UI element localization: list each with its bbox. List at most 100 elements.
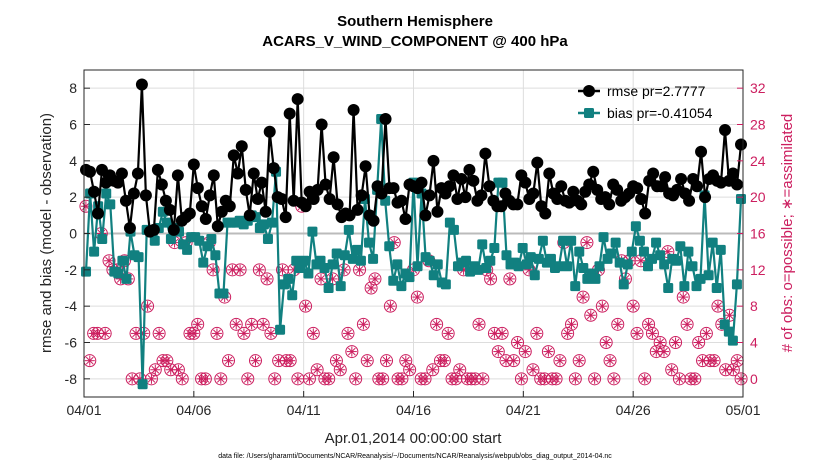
y-tick-label: 0 — [69, 226, 77, 242]
asterisk-stroke — [278, 265, 287, 274]
obs-possible-marker — [680, 317, 694, 331]
obs-possible-marker — [645, 326, 659, 340]
asterisk-stroke — [586, 311, 595, 320]
rmse-point — [191, 182, 204, 195]
asterisk-stroke — [721, 365, 730, 374]
bias-point — [396, 281, 407, 292]
asterisk-stroke — [132, 329, 140, 338]
obs-assimilated-marker — [404, 364, 415, 375]
asterisk-stroke — [398, 374, 406, 383]
obs-possible-marker — [256, 317, 270, 331]
plot-area — [79, 69, 748, 398]
rmse-point — [279, 211, 292, 224]
obs-assimilated-marker — [273, 355, 284, 366]
bias-point — [262, 233, 273, 244]
rmse-point — [699, 191, 712, 204]
rmse-point — [155, 178, 168, 191]
rmse-point — [239, 183, 252, 196]
obs-assimilated-marker — [570, 373, 581, 384]
obs-assimilated-marker — [412, 292, 423, 303]
obs-possible-marker — [669, 336, 683, 349]
asterisk-stroke — [725, 311, 734, 320]
asterisk-stroke — [101, 329, 110, 338]
obs-assimilated-marker — [420, 373, 431, 384]
asterisk-stroke — [475, 320, 483, 329]
rmse-point — [211, 220, 224, 233]
rmse-point — [123, 222, 136, 235]
obs-possible-marker — [653, 336, 667, 349]
bias-point — [622, 259, 633, 270]
bias-point — [210, 250, 221, 261]
rmse-point — [135, 78, 148, 91]
rmse-point — [399, 212, 412, 225]
bias-point — [133, 252, 144, 263]
obs-possible-marker — [584, 308, 598, 322]
bias-point — [149, 235, 160, 246]
asterisk-stroke — [544, 347, 553, 356]
bias-point — [517, 243, 528, 254]
obs-possible-marker — [541, 345, 555, 359]
asterisk-stroke — [679, 293, 688, 301]
asterisk-stroke — [216, 374, 225, 383]
bias-point — [198, 257, 209, 268]
bias-point — [307, 226, 318, 237]
obs-possible-marker — [206, 263, 220, 277]
bias-point — [485, 255, 496, 266]
asterisk-stroke — [571, 374, 580, 383]
obs-possible-marker — [526, 363, 540, 377]
bias-point — [161, 217, 172, 228]
asterisk-stroke — [367, 284, 375, 292]
rmse-point — [443, 180, 456, 193]
rmse-point — [127, 187, 140, 200]
asterisk-stroke — [386, 302, 395, 311]
obs-possible-marker — [329, 354, 343, 368]
asterisk-stroke — [606, 356, 614, 365]
obs-possible-marker — [380, 354, 394, 368]
obs-assimilated-marker — [678, 292, 689, 303]
rmse-point — [431, 205, 444, 218]
asterisk-stroke — [694, 338, 703, 347]
bias-point — [513, 261, 524, 272]
bias-point — [655, 250, 666, 261]
rmse-point — [367, 214, 380, 227]
rmse-point — [735, 138, 748, 151]
obs-assimilated-marker — [262, 273, 273, 284]
obs-assimilated-marker — [335, 364, 346, 375]
obs-assimilated-marker — [292, 373, 303, 384]
obs-assimilated-marker — [520, 346, 531, 357]
asterisk-stroke — [602, 338, 611, 347]
bias-point — [659, 259, 670, 270]
obs-assimilated-marker — [308, 328, 319, 339]
obs-assimilated-marker — [728, 364, 739, 375]
obs-assimilated-marker — [543, 346, 554, 357]
obs-possible-marker — [665, 363, 679, 377]
rmse-point — [251, 192, 264, 205]
bias-point — [554, 261, 565, 272]
asterisk-stroke — [563, 329, 572, 338]
obs-assimilated-marker — [362, 355, 373, 366]
rmse-point — [183, 207, 196, 220]
obs-possible-marker — [214, 372, 228, 386]
bias-point — [727, 335, 738, 346]
asterisk-stroke — [286, 356, 295, 365]
legend-rmse-label: rmse pr=2.7777 — [607, 83, 706, 99]
obs-possible-marker — [148, 363, 162, 377]
rmse-point — [427, 154, 440, 167]
rmse-point — [163, 203, 176, 216]
bias-point — [404, 272, 415, 283]
obs-assimilated-marker — [354, 264, 365, 275]
x-tick-label: 04/21 — [506, 402, 541, 418]
obs-assimilated-marker — [612, 319, 623, 330]
obs-assimilated-marker — [585, 310, 596, 321]
rmse-point — [291, 93, 304, 106]
rmse-point — [731, 178, 744, 191]
obs-possible-marker — [210, 326, 224, 340]
asterisk-stroke — [336, 365, 345, 374]
obs-assimilated-marker — [443, 328, 454, 339]
obs-assimilated-marker — [331, 355, 342, 366]
asterisk-stroke — [532, 329, 541, 338]
bias-point — [343, 224, 354, 235]
rmse-point — [631, 182, 644, 195]
obs-assimilated-marker — [724, 310, 735, 321]
obs-assimilated-marker — [701, 328, 712, 339]
